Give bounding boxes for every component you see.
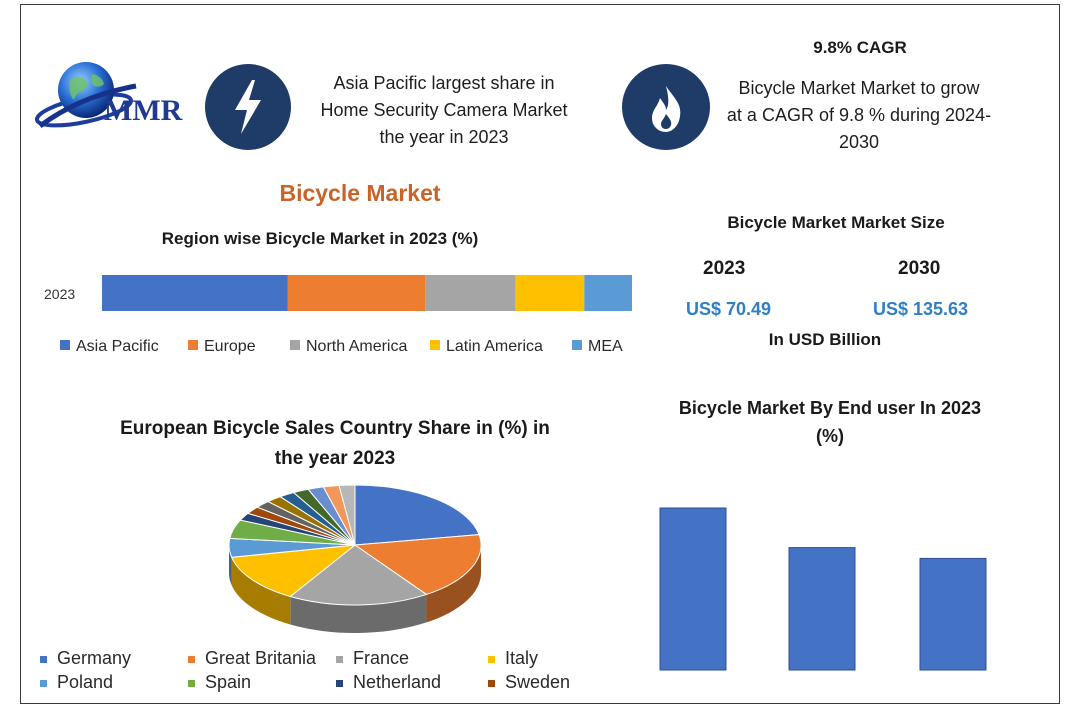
pie-slice-side-1 — [426, 545, 481, 623]
region-chart-row-label: 2023 — [44, 286, 76, 302]
main-title: Bicycle Market — [279, 180, 441, 206]
right-headline-line-1: Bicycle Market Market to grow — [738, 78, 980, 98]
flame-icon — [622, 64, 710, 150]
region-legend: Asia Pacific Europe North America Latin Ame… — [60, 338, 660, 362]
legend-label: Sweden — [505, 672, 571, 692]
end-user-bar-chart — [659, 507, 987, 671]
legend-label: Poland — [57, 672, 114, 692]
legend-swatch — [290, 340, 300, 350]
legend-swatch — [60, 340, 70, 350]
region-legend-item: Latin America — [430, 338, 543, 356]
end-user-bar-0 — [659, 507, 727, 671]
country-legend-item: Netherland — [336, 672, 441, 693]
legend-swatch — [40, 680, 47, 687]
pie-slice-side-3 — [231, 557, 291, 625]
legend-label: Italy — [505, 648, 539, 668]
market-size-unit: In USD Billion — [768, 330, 882, 349]
legend-swatch — [188, 656, 195, 663]
end-user-chart-title: Bicycle Market By End user In 2023 (%) — [640, 394, 1020, 450]
pie-slice-2 — [289, 544, 428, 606]
right-headline-line-2: at a CAGR of 9.8 % during 2024- — [726, 105, 992, 125]
market-size-value-2023: US$ 70.49 — [686, 299, 772, 319]
legend-label: Great Britania — [205, 648, 317, 668]
pie-chart-title-line-2: the year 2023 — [274, 448, 396, 469]
end-user-bar-2 — [919, 557, 987, 671]
legend-label: Germany — [57, 648, 132, 668]
country-legend-item: Poland — [40, 672, 113, 693]
pie-slice-14 — [338, 484, 356, 546]
legend-swatch — [40, 656, 47, 663]
region-bar-segment-3 — [515, 275, 585, 311]
cagr-title: 9.8% CAGR — [813, 38, 907, 57]
legend-swatch — [336, 656, 343, 663]
mmr-globe-logo — [34, 62, 137, 129]
left-headline-line-1: Asia Pacific largest share in — [333, 73, 555, 93]
region-stacked-bar-chart — [102, 275, 632, 311]
legend-swatch — [188, 340, 198, 350]
legend-label: MEA — [588, 338, 623, 355]
legend-label: North America — [306, 338, 408, 355]
legend-swatch — [188, 680, 195, 687]
country-legend-item: Great Britania — [188, 648, 316, 669]
pie-slice-3 — [230, 544, 357, 598]
end-user-chart-title-line-1: Bicycle Market By End user In 2023 — [678, 398, 982, 418]
country-legend-item: Sweden — [488, 672, 570, 693]
legend-label: Latin America — [446, 338, 543, 355]
pie-slice-side-4 — [229, 545, 232, 586]
right-headline-line-3: 2030 — [838, 132, 880, 152]
country-legend-item: Italy — [488, 648, 538, 669]
country-legend-item: Spain — [188, 672, 251, 693]
region-bar-segment-2 — [425, 275, 516, 311]
pie-slice-1 — [353, 534, 482, 595]
legend-swatch — [488, 656, 495, 663]
legend-label: Europe — [204, 338, 256, 355]
country-legend-item: Germany — [40, 648, 131, 669]
left-headline: Asia Pacific largest share in Home Secur… — [296, 70, 592, 151]
lightning-bolt-icon — [205, 64, 291, 150]
region-bar-segment-0 — [102, 275, 288, 311]
region-legend-item: Asia Pacific — [60, 338, 159, 356]
region-bar-segment-4 — [584, 275, 632, 311]
market-size-year-2030: 2030 — [898, 258, 941, 279]
region-legend-item: North America — [290, 338, 407, 356]
pie-slice-0 — [354, 484, 480, 546]
left-headline-line-2: Home Security Camera Market — [320, 100, 568, 120]
pie-chart-title: European Bicycle Sales Country Share in … — [90, 414, 580, 474]
left-headline-line-3: the year in 2023 — [379, 127, 509, 147]
logo-text: MMR — [104, 94, 183, 127]
pie-slice-side-2 — [290, 594, 427, 633]
legend-swatch — [336, 680, 343, 687]
market-size-year-2023: 2023 — [703, 258, 746, 279]
legend-swatch — [572, 340, 582, 350]
legend-label: Asia Pacific — [76, 338, 159, 355]
end-user-chart-title-line-2: (%) — [816, 426, 844, 446]
region-legend-item: MEA — [572, 338, 623, 356]
pie-chart-title-line-1: European Bicycle Sales Country Share in … — [120, 418, 550, 439]
market-size-title: Bicycle Market Market Size — [727, 213, 945, 232]
end-user-bar-1 — [788, 547, 856, 671]
legend-swatch — [430, 340, 440, 350]
legend-label: Spain — [205, 672, 252, 692]
region-chart-title: Region wise Bicycle Market in 2023 (%) — [161, 229, 479, 248]
country-share-pie-chart — [228, 484, 482, 633]
country-legend: Germany Great Britania France Italy Poland Sp… — [40, 648, 640, 692]
region-bar-segment-1 — [287, 275, 426, 311]
region-legend-item: Europe — [188, 338, 256, 356]
legend-label: France — [353, 648, 410, 668]
market-size-value-2030: US$ 135.63 — [873, 299, 969, 319]
legend-label: Netherland — [353, 672, 442, 692]
legend-swatch — [488, 680, 495, 687]
right-headline: Bicycle Market Market to grow at a CAGR … — [706, 75, 1012, 156]
country-legend-item: France — [336, 648, 409, 669]
